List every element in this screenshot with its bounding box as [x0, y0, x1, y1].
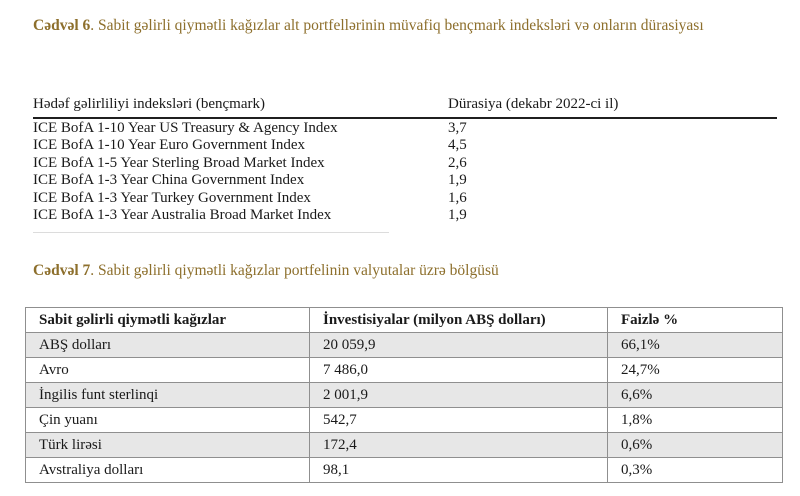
table6-caption: Cədvəl 6. Sabit gəlirli qiymətli kağızla…	[33, 15, 781, 36]
benchmark-table-header-row: Hədəf gəlirliliyi indeksləri (bençmark) …	[33, 96, 777, 119]
investment-value: 7 486,0	[309, 357, 608, 383]
currency-name: ABŞ dolları	[25, 332, 310, 358]
currency-name: İngilis funt sterlinqi	[25, 382, 310, 408]
percent-value: 0,3%	[607, 457, 783, 483]
investment-value: 98,1	[309, 457, 608, 483]
table-row: Türk lirəsi 172,4 0,6%	[25, 432, 783, 458]
percent-value: 24,7%	[607, 357, 783, 383]
investment-value: 2 001,9	[309, 382, 608, 408]
column-header-percent: Faizlə %	[607, 307, 783, 333]
table6-caption-text: . Sabit gəlirli qiymətli kağızlar alt po…	[90, 17, 704, 34]
currency-name: Türk lirəsi	[25, 432, 310, 458]
table-row: ICE BofA 1-3 Year Turkey Government Inde…	[33, 189, 777, 206]
benchmark-name: ICE BofA 1-3 Year China Government Index	[33, 172, 305, 189]
column-header-investments: İnvestisiyalar (milyon ABŞ dolları)	[309, 307, 608, 333]
benchmark-name: ICE BofA 1-10 Year Euro Government Index	[33, 137, 306, 154]
duration-value: 1,9	[448, 207, 467, 224]
table7-label: Cədvəl 7	[33, 262, 91, 279]
duration-value: 3,7	[448, 120, 467, 136]
currency-name: Çin yuanı	[25, 407, 310, 433]
currency-table-header-row: Sabit gəlirli qiymətli kağızlar İnvestis…	[25, 307, 783, 333]
column-header-securities: Sabit gəlirli qiymətli kağızlar	[25, 307, 310, 333]
table7-caption-text: . Sabit gəlirli qiymətli kağızlar portfe…	[90, 262, 499, 279]
table6-label: Cədvəl 6	[33, 17, 91, 34]
table-row: ICE BofA 1-10 Year US Treasury & Agency …	[33, 118, 777, 136]
benchmark-name: ICE BofA 1-3 Year Australia Broad Market…	[33, 207, 332, 224]
table-row: ICE BofA 1-3 Year China Government Index…	[33, 171, 777, 188]
table-row: ICE BofA 1-5 Year Sterling Broad Market …	[33, 154, 777, 171]
table-row: ICE BofA 1-3 Year Australia Broad Market…	[33, 206, 777, 223]
investment-value: 172,4	[309, 432, 608, 458]
investment-value: 542,7	[309, 407, 608, 433]
duration-value: 1,9	[448, 172, 467, 189]
column-header-duration: Dürasiya (dekabr 2022-ci il)	[448, 96, 777, 119]
benchmark-name: ICE BofA 1-10 Year US Treasury & Agency …	[33, 120, 338, 136]
currency-name: Avstraliya dolları	[25, 457, 310, 483]
currency-name: Avro	[25, 357, 310, 383]
table-row: ABŞ dolları 20 059,9 66,1%	[25, 332, 783, 358]
table-row: Avro 7 486,0 24,7%	[25, 357, 783, 383]
duration-value: 1,6	[448, 189, 467, 206]
table-row: ICE BofA 1-10 Year Euro Government Index…	[33, 136, 777, 153]
duration-value: 2,6	[448, 154, 467, 171]
percent-value: 6,6%	[607, 382, 783, 408]
table-row: İngilis funt sterlinqi 2 001,9 6,6%	[25, 382, 783, 408]
percent-value: 66,1%	[607, 332, 783, 358]
table-row: Avstraliya dolları 98,1 0,3%	[25, 457, 783, 483]
benchmark-name: ICE BofA 1-3 Year Turkey Government Inde…	[33, 189, 311, 206]
percent-value: 1,8%	[607, 407, 783, 433]
column-header-benchmark-index: Hədəf gəlirliliyi indeksləri (bençmark)	[33, 96, 448, 119]
table7-caption: Cədvəl 7. Sabit gəlirli qiymətli kağızla…	[33, 260, 781, 281]
duration-value: 4,5	[448, 137, 467, 154]
benchmark-name: ICE BofA 1-5 Year Sterling Broad Market …	[33, 154, 325, 171]
percent-value: 0,6%	[607, 432, 783, 458]
investment-value: 20 059,9	[309, 332, 608, 358]
table6-bottom-rule	[33, 232, 389, 233]
currency-breakdown-table: Sabit gəlirli qiymətli kağızlar İnvestis…	[25, 307, 783, 483]
table-row: Çin yuanı 542,7 1,8%	[25, 407, 783, 433]
benchmark-duration-table: Hədəf gəlirliliyi indeksləri (bençmark) …	[33, 96, 777, 223]
